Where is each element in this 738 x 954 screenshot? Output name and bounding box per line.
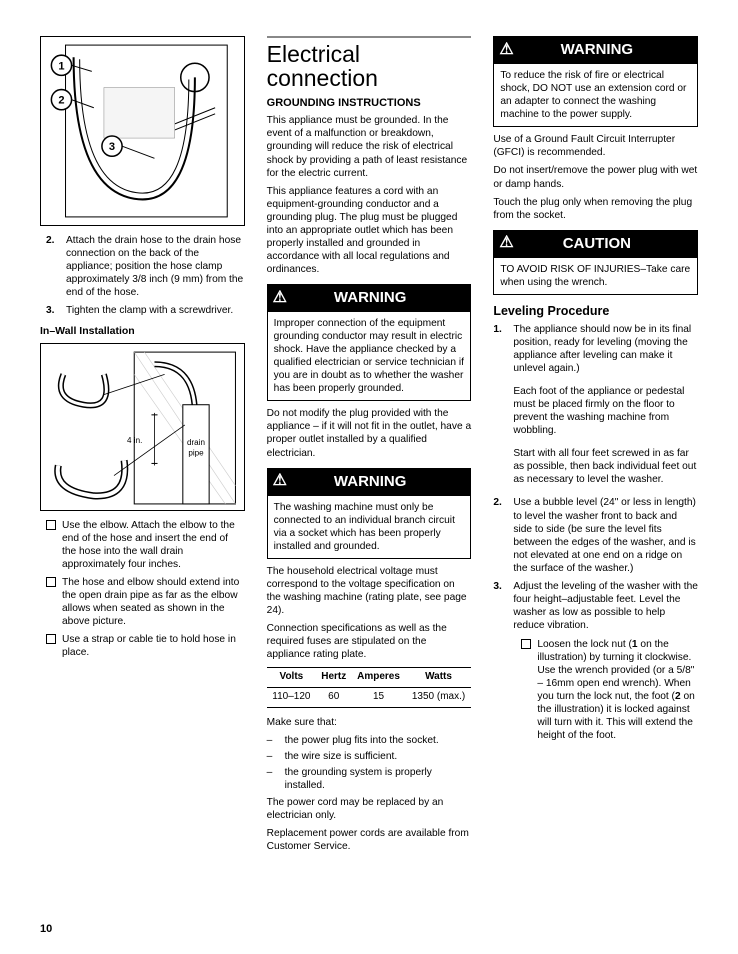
paragraph: Use of a Ground Fault Circuit Interrupte… — [493, 133, 698, 159]
warning-bar: ⚠ WARNING — [267, 284, 472, 311]
figure-in-wall: drain pipe 4 in. — [40, 343, 245, 511]
warning-label: WARNING — [295, 288, 465, 307]
in-wall-checklist: Use the elbow. Attach the elbow to the e… — [40, 519, 245, 659]
step-number: 2. — [46, 234, 60, 299]
paragraph: Do not insert/remove the power plug with… — [493, 164, 698, 190]
spec-table: Volts Hertz Amperes Watts 110–120 60 15 … — [267, 667, 472, 708]
drain-hose-steps: 2. Attach the drain hose to the drain ho… — [40, 234, 245, 317]
paragraph: Touch the plug only when removing the pl… — [493, 196, 698, 222]
warning-triangle-icon: ⚠ — [273, 290, 287, 306]
column-right: ⚠ WARNING To reduce the risk of fire or … — [493, 36, 698, 858]
dash-item: –the grounding system is properly instal… — [267, 766, 472, 792]
table-header: Hertz — [316, 668, 351, 688]
column-left: 1 2 3 2. Attach the drain hose to the dr… — [40, 36, 245, 858]
warning-bar: ⚠ WARNING — [267, 468, 472, 495]
svg-text:drain: drain — [187, 438, 205, 447]
dash-item: –the wire size is sufficient. — [267, 750, 472, 763]
warning-triangle-icon: ⚠ — [499, 42, 513, 58]
section-title: Electrical connection — [267, 42, 472, 90]
leveling-step-2: 2. Use a bubble level (24" or less in le… — [493, 496, 698, 574]
step-2: 2. Attach the drain hose to the drain ho… — [46, 234, 245, 299]
checkbox-icon — [521, 639, 531, 649]
make-sure-list: –the power plug fits into the socket. –t… — [267, 734, 472, 792]
table-header: Amperes — [351, 668, 405, 688]
column-middle: Electrical connection GROUNDING INSTRUCT… — [267, 36, 472, 858]
warning-box: The washing machine must only be connect… — [267, 495, 472, 559]
check-item: Use a strap or cable tie to hold hose in… — [46, 633, 245, 659]
check-item: Loosen the lock nut (1 on the illustrati… — [521, 638, 698, 742]
svg-text:4 in.: 4 in. — [127, 436, 142, 445]
grounding-heading: GROUNDING INSTRUCTIONS — [267, 96, 472, 110]
svg-text:2: 2 — [58, 95, 64, 107]
leveling-step-1: 1. The appliance should now be in its fi… — [493, 323, 698, 492]
leveling-heading: Leveling Procedure — [493, 303, 698, 319]
warning-bar: ⚠ WARNING — [493, 36, 698, 63]
warning-triangle-icon: ⚠ — [499, 235, 513, 251]
paragraph: This appliance features a cord with an e… — [267, 185, 472, 276]
leveling-sub-checklist: Loosen the lock nut (1 on the illustrati… — [521, 638, 698, 742]
step-number: 3. — [493, 580, 507, 748]
paragraph: The household electrical voltage must co… — [267, 565, 472, 617]
paragraph: Connection specifications as well as the… — [267, 622, 472, 661]
table-header: Watts — [406, 668, 472, 688]
checkbox-icon — [46, 520, 56, 530]
svg-text:pipe: pipe — [188, 448, 204, 457]
step-3: 3. Tighten the clamp with a screwdriver. — [46, 304, 245, 317]
dash-item: –the power plug fits into the socket. — [267, 734, 472, 747]
caution-bar: ⚠ CAUTION — [493, 230, 698, 257]
step-number: 1. — [493, 323, 507, 492]
checkbox-icon — [46, 634, 56, 644]
caution-label: CAUTION — [522, 234, 692, 253]
step-text: Attach the drain hose to the drain hose … — [66, 234, 245, 299]
paragraph: The power cord may be replaced by an ele… — [267, 796, 472, 822]
figure-drain-hose-back: 1 2 3 — [40, 36, 245, 226]
caution-box: TO AVOID RISK OF INJURIES–Take care when… — [493, 257, 698, 295]
section-divider — [267, 36, 472, 38]
table-row: 110–120 60 15 1350 (max.) — [267, 688, 472, 708]
paragraph: Do not modify the plug provided with the… — [267, 407, 472, 459]
leveling-step-3: 3. Adjust the leveling of the washer wit… — [493, 580, 698, 748]
in-wall-heading: In–Wall Installation — [40, 325, 245, 338]
leveling-steps: 1. The appliance should now be in its fi… — [493, 323, 698, 747]
check-item: Use the elbow. Attach the elbow to the e… — [46, 519, 245, 571]
paragraph: Replacement power cords are available fr… — [267, 827, 472, 853]
warning-box: Improper connection of the equipment gro… — [267, 311, 472, 401]
page-number: 10 — [40, 922, 52, 936]
paragraph: This appliance must be grounded. In the … — [267, 114, 472, 179]
table-header: Volts — [267, 668, 316, 688]
warning-box: To reduce the risk of fire or electrical… — [493, 63, 698, 127]
warning-label: WARNING — [522, 40, 692, 59]
step-number: 3. — [46, 304, 60, 317]
warning-label: WARNING — [295, 472, 465, 491]
step-number: 2. — [493, 496, 507, 574]
svg-text:1: 1 — [58, 60, 64, 72]
warning-triangle-icon: ⚠ — [273, 473, 287, 489]
step-text: Tighten the clamp with a screwdriver. — [66, 304, 233, 317]
checkbox-icon — [46, 577, 56, 587]
svg-text:3: 3 — [109, 141, 115, 153]
paragraph: Make sure that: — [267, 716, 472, 729]
check-item: The hose and elbow should extend into th… — [46, 576, 245, 628]
